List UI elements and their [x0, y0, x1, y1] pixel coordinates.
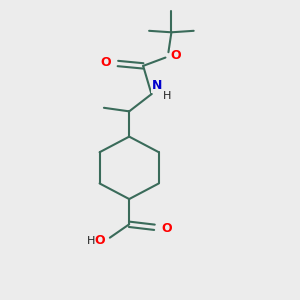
Text: H: H [87, 236, 95, 246]
Text: O: O [95, 234, 105, 247]
Text: O: O [101, 56, 111, 69]
Text: O: O [161, 222, 172, 235]
Text: H: H [163, 91, 171, 100]
Text: N: N [152, 79, 163, 92]
Text: O: O [171, 49, 182, 62]
